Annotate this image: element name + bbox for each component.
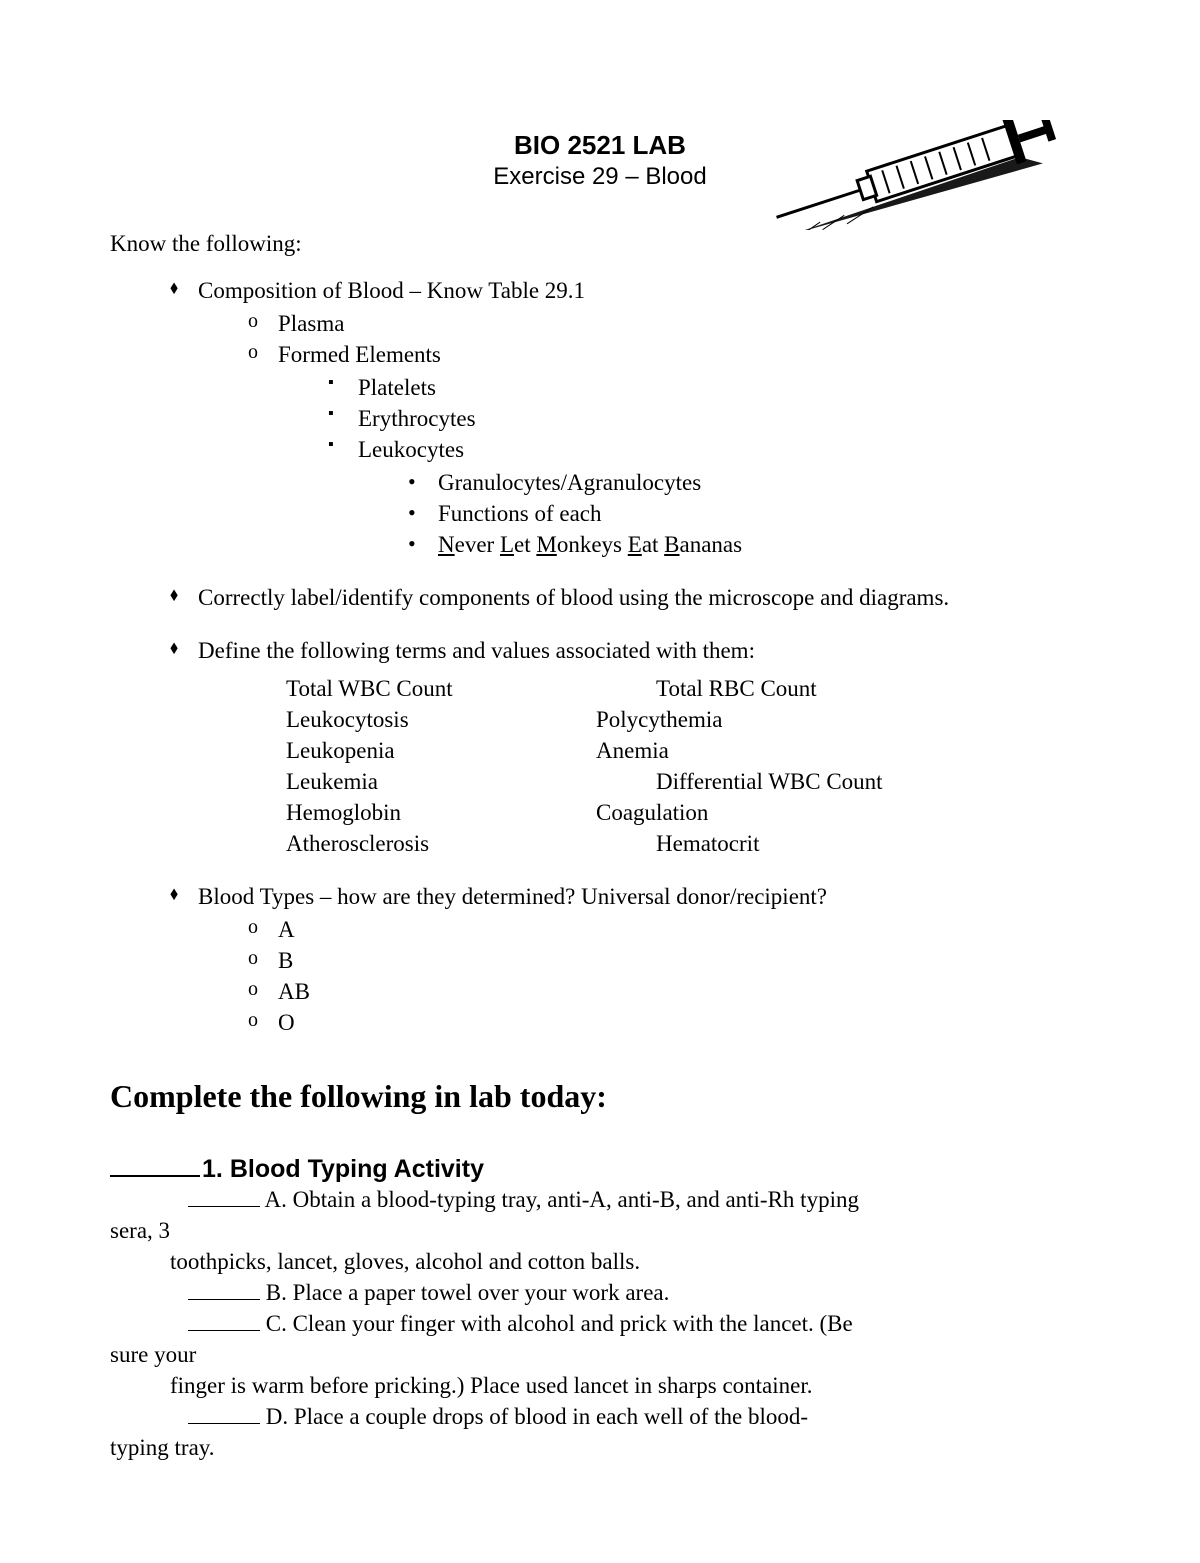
bullet-erythrocytes: Erythrocytes <box>328 403 1090 434</box>
complete-heading: Complete the following in lab today: <box>110 1078 1090 1115</box>
bullet-type-ab: AB <box>248 976 1090 1007</box>
bullet-blood-types: Blood Types – how are they determined? U… <box>170 881 1090 1038</box>
step-a-cont: sera, 3 <box>110 1215 1090 1246</box>
bullet-define-terms: Define the following terms and values as… <box>170 635 1090 666</box>
text: Blood Types – how are they determined? U… <box>198 884 827 909</box>
bullet-leukocytes: Leukocytes Granulocytes/Agranulocytes Fu… <box>328 434 1090 560</box>
know-following-label: Know the following: <box>110 231 1090 257</box>
bullet-composition: Composition of Blood – Know Table 29.1 P… <box>170 275 1090 560</box>
terms-row: LeukopeniaAnemia <box>286 735 1090 766</box>
text: Define the following terms and values as… <box>198 638 755 663</box>
text: Leukocytes <box>358 437 464 462</box>
terms-row: HemoglobinCoagulation <box>286 797 1090 828</box>
page-subtitle: Exercise 29 – Blood <box>110 163 1090 191</box>
text: Formed Elements <box>278 342 441 367</box>
bullet-granulocytes: Granulocytes/Agranulocytes <box>408 467 1090 498</box>
bullet-functions: Functions of each <box>408 498 1090 529</box>
activity-1-heading: 1. Blood Typing Activity <box>110 1155 1090 1184</box>
bullet-formed-elements: Formed Elements Platelets Erythrocytes L… <box>248 339 1090 560</box>
bullet-mnemonic: Never Let Monkeys Eat Bananas <box>408 529 1090 560</box>
step-b: B. Place a paper towel over your work ar… <box>110 1277 1090 1308</box>
step-a: A. Obtain a blood-typing tray, anti-A, a… <box>110 1184 1090 1215</box>
bullet-platelets: Platelets <box>328 372 1090 403</box>
bullet-label-identify: Correctly label/identify components of b… <box>170 582 1090 613</box>
terms-row: AtherosclerosisHematocrit <box>286 828 1090 859</box>
terms-table: Total WBC CountTotal RBC Count Leukocyto… <box>110 673 1090 859</box>
terms-row: LeukemiaDifferential WBC Count <box>286 766 1090 797</box>
step-d-cont: typing tray. <box>110 1432 1090 1463</box>
step-c-cont2: finger is warm before pricking.) Place u… <box>110 1370 1090 1401</box>
bullet-type-a: A <box>248 914 1090 945</box>
text: Composition of Blood – Know Table 29.1 <box>198 278 585 303</box>
terms-row: LeukocytosisPolycythemia <box>286 704 1090 735</box>
step-d: D. Place a couple drops of blood in each… <box>110 1401 1090 1432</box>
step-a-cont2: toothpicks, lancet, gloves, alcohol and … <box>110 1246 1090 1277</box>
page-title: BIO 2521 LAB <box>110 130 1090 161</box>
bullet-plasma: Plasma <box>248 308 1090 339</box>
terms-row: Total WBC CountTotal RBC Count <box>286 673 1090 704</box>
bullet-type-o: O <box>248 1007 1090 1038</box>
checkoff-blank <box>110 1175 200 1177</box>
bullet-type-b: B <box>248 945 1090 976</box>
step-c: C. Clean your finger with alcohol and pr… <box>110 1308 1090 1339</box>
step-c-cont: sure your <box>110 1339 1090 1370</box>
